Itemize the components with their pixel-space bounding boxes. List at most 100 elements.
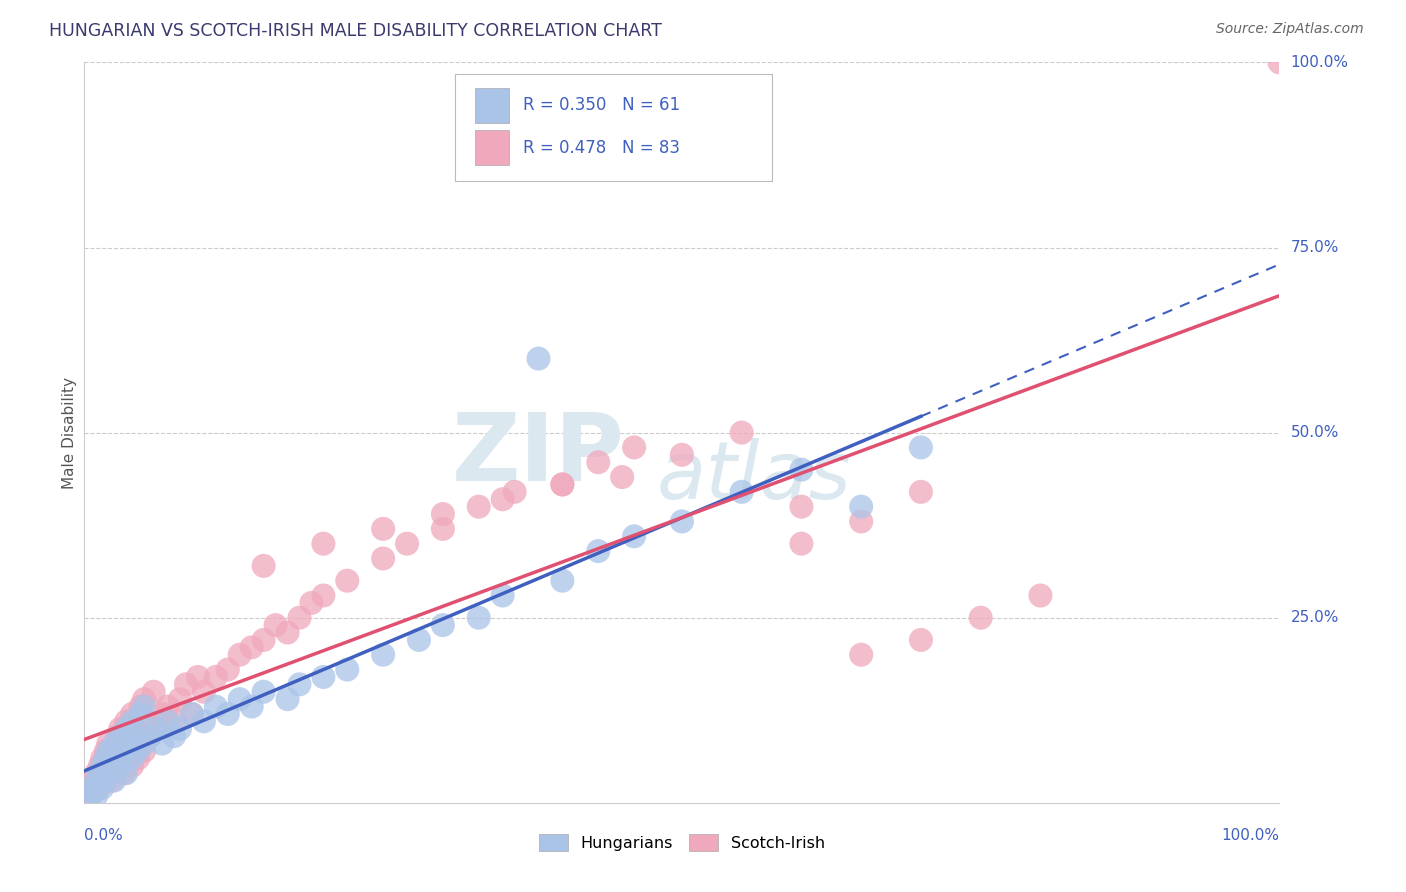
- Point: [132, 699, 156, 714]
- Point: [312, 536, 335, 550]
- Point: [77, 789, 100, 803]
- Point: [468, 500, 491, 514]
- Point: [93, 773, 115, 788]
- Point: [132, 744, 156, 758]
- Point: [121, 714, 143, 729]
- Point: [671, 515, 693, 529]
- Point: [503, 484, 526, 499]
- Point: [336, 574, 359, 588]
- Point: [97, 758, 120, 772]
- Point: [91, 777, 114, 791]
- Point: [89, 758, 111, 772]
- Point: [910, 632, 932, 647]
- Point: [136, 714, 159, 729]
- Point: [253, 558, 276, 573]
- Point: [851, 515, 873, 529]
- Point: [432, 522, 454, 536]
- Point: [89, 766, 111, 780]
- Point: [112, 766, 135, 780]
- Point: [82, 785, 104, 799]
- Point: [253, 685, 276, 699]
- Bar: [475, 130, 509, 165]
- Point: [111, 737, 134, 751]
- Point: [288, 610, 311, 624]
- Point: [83, 785, 105, 799]
- Point: [145, 722, 167, 736]
- Text: 25.0%: 25.0%: [1291, 610, 1339, 625]
- Text: atlas: atlas: [657, 438, 851, 516]
- Point: [731, 484, 754, 499]
- Y-axis label: Male Disability: Male Disability: [62, 376, 77, 489]
- Text: 75.0%: 75.0%: [1291, 240, 1339, 255]
- Point: [118, 737, 141, 751]
- Point: [129, 699, 152, 714]
- Point: [127, 751, 149, 765]
- Point: [217, 663, 239, 677]
- Point: [790, 536, 813, 550]
- Point: [851, 648, 873, 662]
- Point: [373, 522, 395, 536]
- Point: [91, 751, 114, 765]
- Text: 0.0%: 0.0%: [84, 828, 124, 843]
- Point: [731, 425, 754, 440]
- Point: [139, 729, 162, 743]
- Point: [910, 441, 932, 455]
- Point: [240, 699, 263, 714]
- Point: [432, 507, 454, 521]
- Point: [187, 670, 209, 684]
- Point: [492, 589, 515, 603]
- Point: [110, 758, 132, 772]
- Point: [86, 766, 108, 780]
- Point: [623, 529, 645, 543]
- Point: [110, 729, 132, 743]
- Point: [124, 722, 146, 736]
- Point: [110, 722, 132, 736]
- Point: [169, 692, 191, 706]
- Point: [373, 648, 395, 662]
- Text: Source: ZipAtlas.com: Source: ZipAtlas.com: [1216, 22, 1364, 37]
- Point: [229, 648, 252, 662]
- Bar: [475, 87, 509, 123]
- Point: [94, 744, 117, 758]
- Point: [103, 773, 125, 788]
- Point: [612, 470, 634, 484]
- Text: R = 0.478   N = 83: R = 0.478 N = 83: [523, 138, 681, 157]
- Point: [240, 640, 263, 655]
- Point: [150, 706, 173, 721]
- Point: [142, 685, 165, 699]
- Point: [100, 758, 122, 772]
- Point: [205, 670, 228, 684]
- Legend: Hungarians, Scotch-Irish: Hungarians, Scotch-Irish: [533, 828, 831, 858]
- Point: [193, 685, 215, 699]
- Point: [105, 758, 128, 772]
- Point: [118, 744, 141, 758]
- Point: [93, 766, 115, 780]
- Point: [396, 536, 419, 550]
- Point: [432, 618, 454, 632]
- Point: [83, 773, 105, 788]
- Text: ZIP: ZIP: [453, 409, 624, 500]
- Point: [115, 722, 138, 736]
- Point: [121, 751, 143, 765]
- Point: [101, 773, 124, 788]
- Point: [121, 758, 143, 772]
- Point: [110, 751, 132, 765]
- Point: [851, 500, 873, 514]
- Point: [193, 714, 215, 729]
- Point: [588, 544, 610, 558]
- Point: [174, 677, 197, 691]
- Point: [121, 706, 143, 721]
- Point: [107, 729, 129, 743]
- Point: [87, 773, 110, 788]
- Point: [163, 729, 186, 743]
- Text: 50.0%: 50.0%: [1291, 425, 1339, 440]
- Point: [105, 751, 128, 765]
- Point: [910, 484, 932, 499]
- Point: [492, 492, 515, 507]
- Point: [103, 744, 125, 758]
- Point: [623, 441, 645, 455]
- Point: [163, 714, 186, 729]
- Point: [82, 780, 104, 795]
- Point: [181, 706, 204, 721]
- Point: [205, 699, 228, 714]
